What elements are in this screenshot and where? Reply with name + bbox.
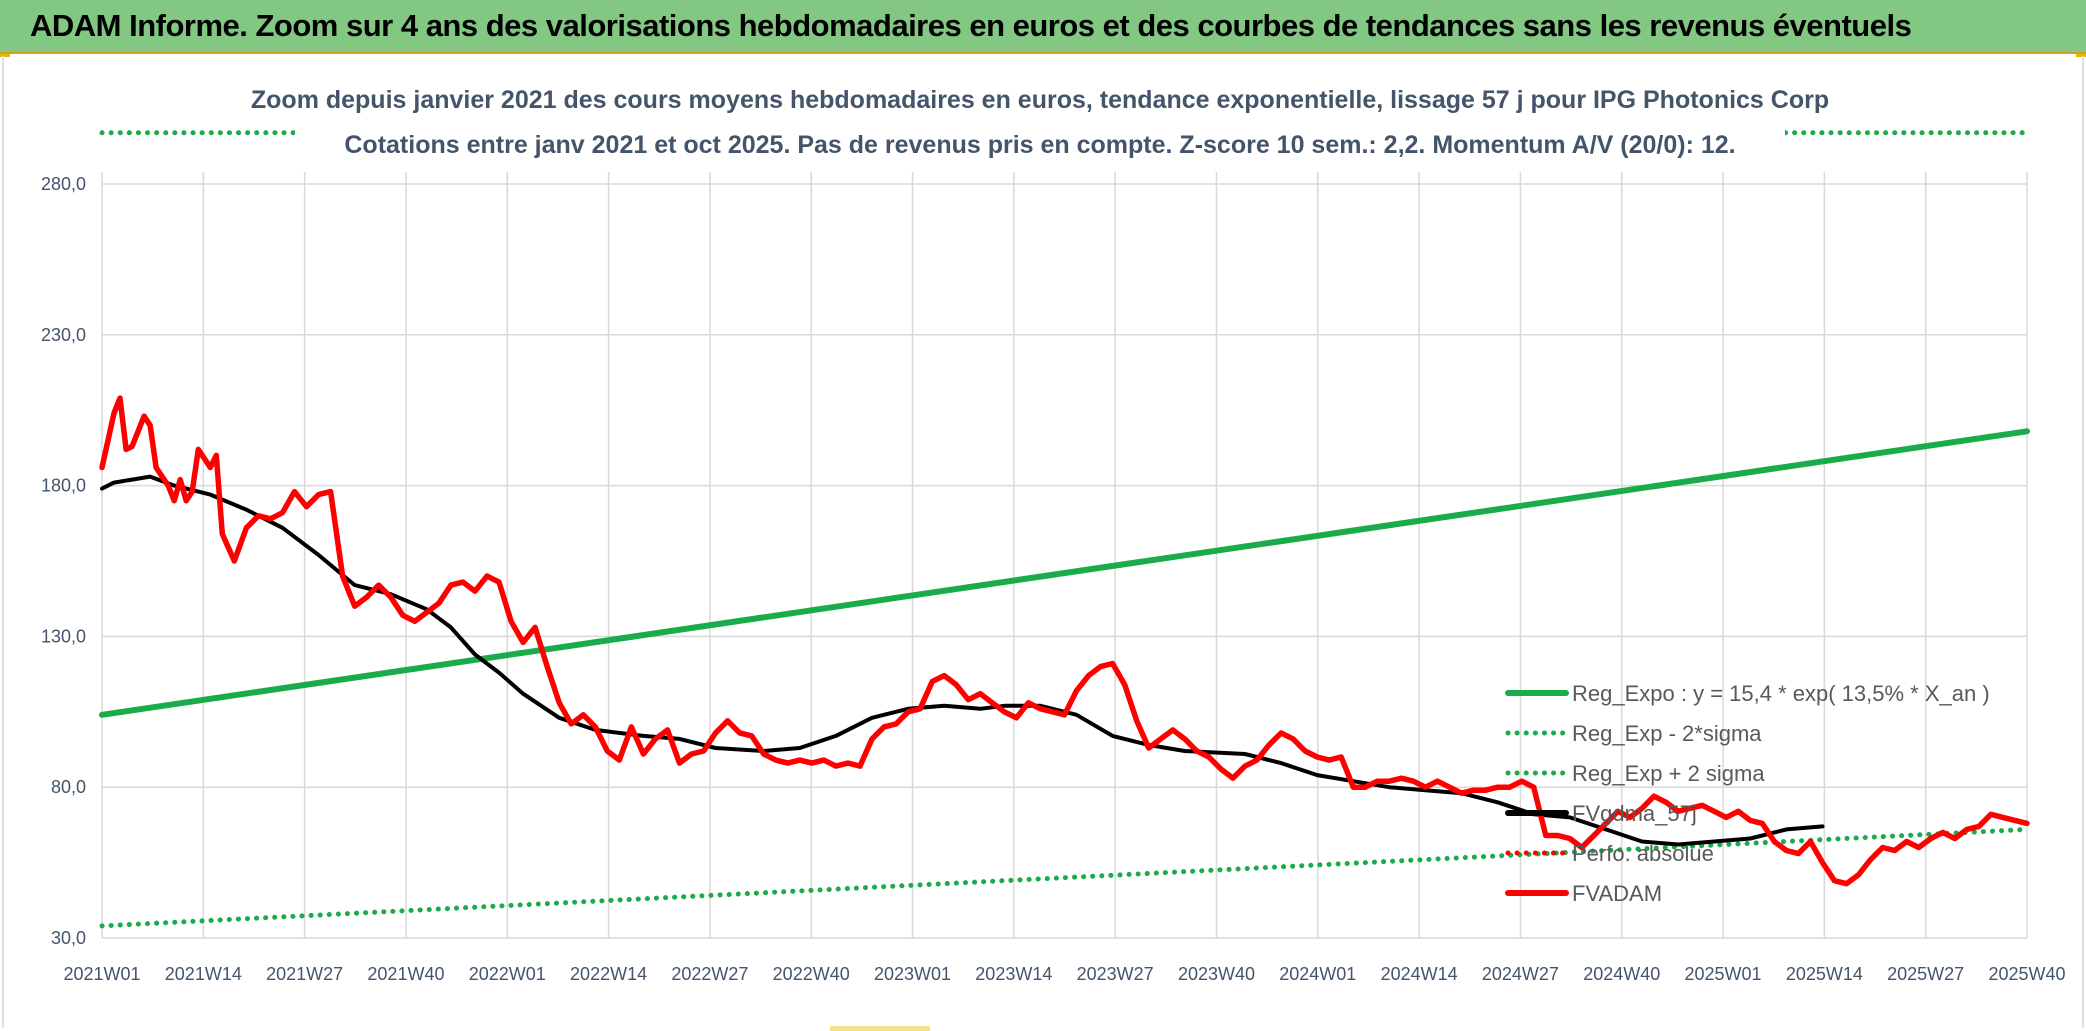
x-tick-label: 2025W27 xyxy=(1887,964,1964,984)
y-tick-label: 130,0 xyxy=(41,626,86,646)
page-title: ADAM Informe. Zoom sur 4 ans des valoris… xyxy=(30,8,1912,43)
x-tick-label: 2024W27 xyxy=(1482,964,1559,984)
legend-label-reg_minus: Reg_Exp - 2*sigma xyxy=(1572,721,1762,746)
x-axis: 2021W01 2021W14 2021W27 2021W40 2022W01 2022W… xyxy=(63,964,2065,984)
legend: Reg_Expo : y = 15,4 * exp( 13,5% * X_an … xyxy=(1505,681,1990,906)
x-tick-label: 2023W01 xyxy=(874,964,951,984)
x-tick-label: 2025W01 xyxy=(1685,964,1762,984)
y-tick-label: 230,0 xyxy=(41,325,86,345)
series-line-fvgdma xyxy=(100,474,1825,847)
x-tick-label: 2021W27 xyxy=(266,964,343,984)
header-accent-left xyxy=(0,54,10,57)
y-tick-label: 80,0 xyxy=(51,777,86,797)
x-tick-label: 2025W14 xyxy=(1786,964,1863,984)
chart-frame xyxy=(2,56,2084,1028)
y-tick-label: 280,0 xyxy=(41,174,86,194)
x-tick-label: 2022W01 xyxy=(469,964,546,984)
x-tick-label: 2024W14 xyxy=(1381,964,1458,984)
chart-subtitle-line-2: Cotations entre janv 2021 et oct 2025. P… xyxy=(344,131,1735,159)
y-axis: 30,0 80,0 130,0 180,0 230,0 280,0 xyxy=(41,174,86,948)
header-bar: ADAM Informe. Zoom sur 4 ans des valoris… xyxy=(0,0,2086,54)
x-tick-label: 2024W40 xyxy=(1583,964,1660,984)
series-line-reg_minus xyxy=(99,826,2030,929)
x-tick-label: 2021W01 xyxy=(63,964,140,984)
legend-label-reg_plus: Reg_Exp + 2 sigma xyxy=(1572,761,1765,786)
x-tick-label: 2021W14 xyxy=(165,964,242,984)
chart-subtitle-line-1: Zoom depuis janvier 2021 des cours moyen… xyxy=(251,86,1829,114)
bottom-accent xyxy=(830,1026,930,1031)
x-tick-label: 2023W27 xyxy=(1077,964,1154,984)
x-tick-label: 2024W01 xyxy=(1279,964,1356,984)
x-tick-label: 2023W14 xyxy=(975,964,1052,984)
series-line-fvadam xyxy=(99,395,2030,887)
header-accent-right xyxy=(2076,54,2086,57)
series-line-reg_expo xyxy=(99,428,2030,718)
chart-series xyxy=(99,130,2030,929)
x-tick-label: 2022W40 xyxy=(773,964,850,984)
x-tick-label: 2022W27 xyxy=(671,964,748,984)
x-tick-label: 2022W14 xyxy=(570,964,647,984)
subtitle-backdrop xyxy=(295,80,1785,170)
y-tick-label: 180,0 xyxy=(41,476,86,496)
chart-grid xyxy=(101,172,2028,939)
legend-label-perfo: Perfo. absolue xyxy=(1572,841,1714,866)
x-tick-label: 2025W40 xyxy=(1988,964,2065,984)
y-tick-label: 30,0 xyxy=(51,928,86,948)
legend-label-fvgdma: FVgdma_57j xyxy=(1572,801,1697,826)
legend-label-reg_expo: Reg_Expo : y = 15,4 * exp( 13,5% * X_an … xyxy=(1572,681,1990,706)
legend-label-fvadam: FVADAM xyxy=(1572,881,1662,906)
x-tick-label: 2021W40 xyxy=(367,964,444,984)
x-tick-label: 2023W40 xyxy=(1178,964,1255,984)
